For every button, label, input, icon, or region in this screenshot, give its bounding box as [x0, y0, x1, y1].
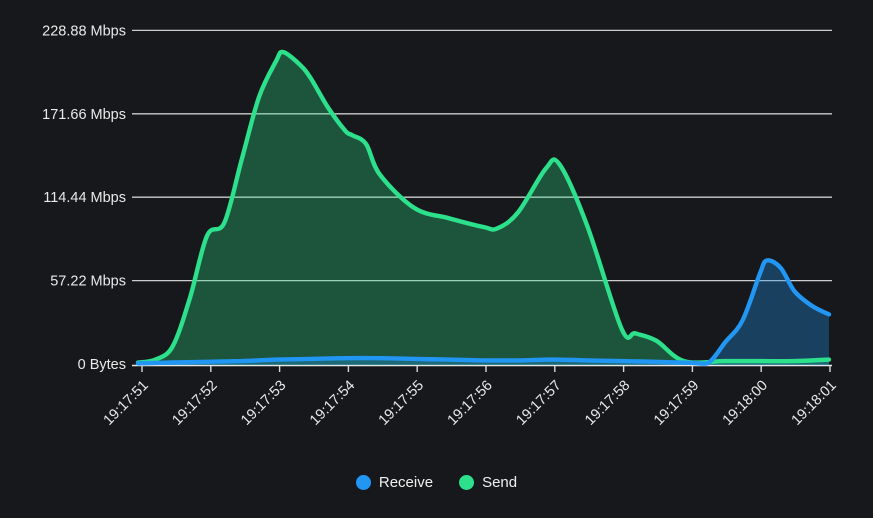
x-axis-tick-label: 19:17:57 [513, 378, 564, 429]
x-axis-tick-label: 19:17:56 [445, 378, 496, 429]
chart-canvas[interactable]: 228.88 Mbps 171.66 Mbps 114.44 Mbps 57.22 M… [0, 0, 873, 460]
x-axis-tick-label: 19:18:01 [789, 378, 840, 429]
y-axis-tick-label: 228.88 Mbps [42, 23, 126, 39]
chart-legend: Receive Send [0, 474, 873, 491]
receive-series-line [135, 258, 832, 366]
legend-label-send: Send [482, 474, 518, 491]
x-axis-tick-label: 19:17:53 [238, 378, 289, 429]
y-axis-tick-label: 0 Bytes [78, 357, 126, 373]
y-axis-tick-label: 114.44 Mbps [43, 190, 126, 206]
legend-item-send[interactable]: Send [459, 474, 517, 491]
x-axis-tick-label: 19:18:00 [720, 378, 771, 429]
send-series-line [135, 49, 832, 365]
x-axis-tick-label: 19:17:58 [582, 378, 633, 429]
legend-item-receive[interactable]: Receive [355, 474, 434, 491]
x-axis-tick-label: 19:17:52 [169, 378, 220, 429]
y-axis-tick-label: 171.66 Mbps [42, 107, 126, 123]
legend-label-receive: Receive [378, 474, 434, 491]
x-axis-tick-label: 19:17:55 [376, 378, 427, 429]
x-axis-tick-label: 19:17:54 [307, 378, 358, 429]
receive-area-fill [138, 260, 829, 365]
x-axis-tick-label: 19:17:59 [651, 378, 702, 429]
y-axis-tick-label: 57.22 Mbps [50, 274, 126, 290]
receive-series-dot-icon [355, 475, 371, 490]
send-area-fill [138, 51, 829, 365]
send-series-dot-icon [459, 475, 475, 490]
x-axis-tick-label: 19:17:51 [101, 378, 152, 429]
